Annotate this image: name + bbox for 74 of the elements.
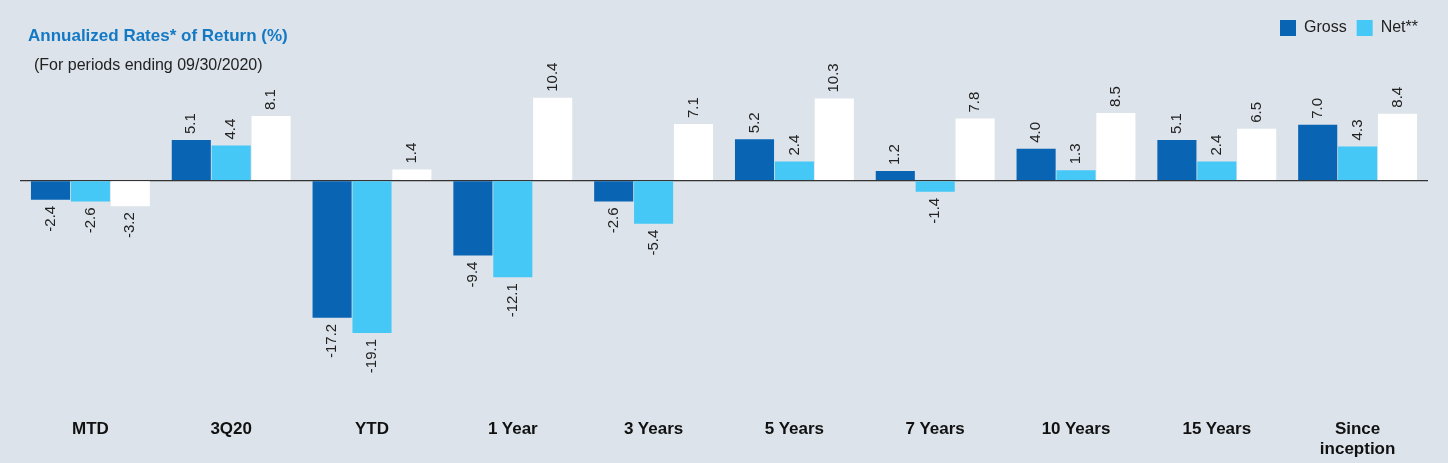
bar (453, 181, 493, 256)
data-label: 2.4 (1206, 134, 1224, 156)
bar (533, 97, 573, 181)
bar (634, 181, 674, 224)
x-tick-label: 3Q20 (210, 419, 252, 439)
data-label: -17.2 (322, 323, 340, 358)
data-label: 8.4 (1387, 86, 1405, 108)
bar (1377, 113, 1418, 181)
data-label: 8.5 (1106, 86, 1124, 107)
bar (251, 116, 291, 181)
bar (915, 181, 955, 192)
data-label: -5.4 (643, 229, 661, 256)
data-label: -2.6 (603, 207, 621, 234)
x-tick-label: 5 Years (764, 419, 825, 439)
bar (30, 181, 71, 200)
x-tick-label: 10 Years (1041, 419, 1111, 439)
bar (1298, 124, 1338, 181)
bar (110, 181, 150, 207)
legend-label: Net** (1380, 18, 1419, 36)
data-label: 8.1 (261, 89, 279, 111)
bar (814, 98, 854, 181)
x-tick-label: 3 Years (623, 419, 684, 439)
x-tick-label: 15 Years (1182, 419, 1252, 439)
bar (312, 181, 352, 318)
bar (1096, 112, 1136, 181)
bar (673, 124, 714, 181)
data-label: 7.0 (1307, 97, 1325, 119)
bar (211, 145, 251, 181)
bar (171, 140, 211, 181)
x-tick-label: 7 Years (905, 419, 965, 439)
data-label: -19.1 (362, 338, 380, 374)
bar (70, 181, 110, 202)
bar (955, 118, 995, 181)
data-label: 5.1 (181, 113, 199, 134)
bar (493, 181, 533, 278)
bar (1237, 128, 1277, 181)
bar (734, 139, 775, 181)
data-label: -12.1 (502, 283, 520, 318)
bar (774, 161, 814, 181)
x-tick-label: Since inception (1319, 419, 1396, 459)
bar (1157, 140, 1197, 181)
data-label: -2.4 (40, 205, 58, 232)
data-label: 4.4 (221, 118, 239, 140)
chart-title: Annualized Rates* of Return (%) (28, 26, 288, 46)
data-label: -1.4 (925, 197, 943, 224)
data-label: 10.3 (824, 63, 842, 93)
bar (1338, 146, 1378, 181)
data-label: 7.1 (683, 97, 701, 119)
data-label: 4.0 (1026, 121, 1044, 143)
data-label: -3.2 (120, 212, 138, 239)
data-label: 5.1 (1167, 113, 1185, 134)
bar (392, 169, 432, 181)
x-tick-label: MTD (71, 419, 109, 439)
data-label: 2.4 (784, 134, 802, 156)
data-label: -9.4 (463, 261, 481, 288)
bar (352, 181, 392, 333)
data-label: 1.3 (1066, 143, 1084, 165)
data-label: 5.2 (744, 112, 762, 134)
data-label: 1.4 (402, 142, 420, 164)
chart-subtitle: (For periods ending 09/30/2020) (34, 56, 263, 74)
legend-label: Gross (1303, 18, 1347, 36)
bar (1056, 170, 1096, 181)
data-label: 6.5 (1246, 101, 1264, 123)
data-label: -2.6 (80, 207, 98, 234)
data-label: 7.8 (965, 91, 983, 113)
x-tick-label: YTD (355, 419, 389, 439)
data-label: 1.2 (885, 144, 903, 166)
bar (1197, 161, 1237, 181)
bar (875, 171, 915, 181)
bar (1016, 148, 1056, 181)
data-label: 10.4 (542, 62, 560, 92)
x-tick-label: 1 Year (487, 419, 539, 439)
data-label: 4.3 (1347, 119, 1365, 141)
bar (594, 181, 634, 202)
